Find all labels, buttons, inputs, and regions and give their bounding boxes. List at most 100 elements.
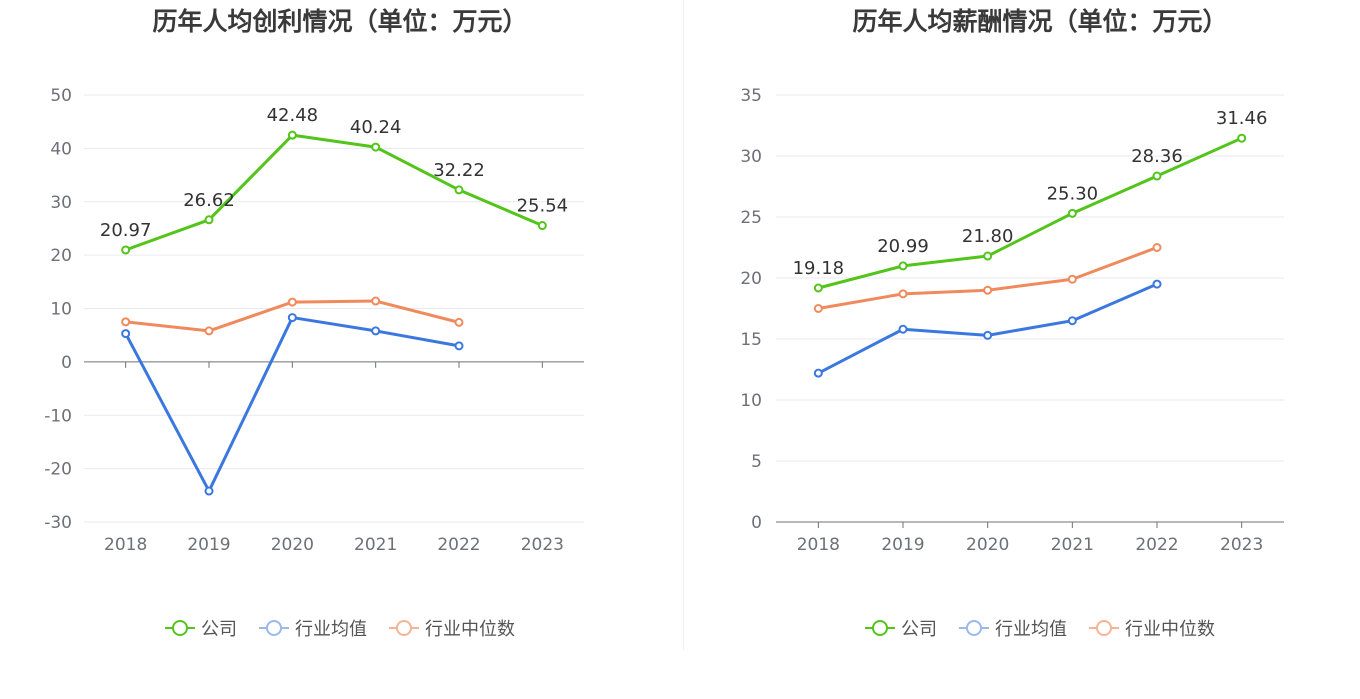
data-point <box>983 251 993 261</box>
data-point <box>204 326 214 336</box>
data-point <box>1067 208 1077 218</box>
data-point <box>1152 171 1162 181</box>
x-tick-label: 2019 <box>881 535 924 555</box>
legend-item-industry-avg[interactable]: 行业均值 <box>259 615 367 641</box>
y-tick-label: -20 <box>44 460 72 480</box>
x-tick-label: 2022 <box>437 535 480 555</box>
y-tick-label: 25 <box>740 208 762 228</box>
data-label: 32.22 <box>433 160 485 181</box>
legend-marker-icon <box>259 620 289 636</box>
y-tick-label: 30 <box>50 193 72 213</box>
legend-marker-icon <box>389 620 419 636</box>
data-point <box>898 289 908 299</box>
data-point <box>371 142 381 152</box>
legend-label: 行业中位数 <box>425 619 515 640</box>
data-label: 28.36 <box>1131 146 1183 167</box>
data-point <box>1152 279 1162 289</box>
data-point <box>1067 316 1077 326</box>
legend-marker-icon <box>959 620 989 636</box>
legend-marker-icon <box>865 620 895 636</box>
legend-marker-icon <box>1089 620 1119 636</box>
legend-label: 行业均值 <box>295 619 367 640</box>
chart-title: 历年人均创利情况（单位：万元） <box>152 7 528 36</box>
data-label: 31.46 <box>1216 108 1268 129</box>
y-tick-label: 35 <box>740 86 762 106</box>
data-point <box>983 330 993 340</box>
data-point <box>813 368 823 378</box>
legend: 公司 行业均值 行业中位数 <box>700 615 1360 641</box>
y-tick-label: 30 <box>740 147 762 167</box>
y-tick-label: 50 <box>50 86 72 106</box>
legend-item-industry-avg[interactable]: 行业均值 <box>959 615 1067 641</box>
data-label: 25.30 <box>1047 183 1099 204</box>
x-tick-label: 2020 <box>966 535 1009 555</box>
x-tick-label: 2021 <box>1051 535 1094 555</box>
series-line <box>124 316 460 493</box>
x-tick-label: 2019 <box>187 535 230 555</box>
series-line <box>125 133 543 252</box>
legend-marker-icon <box>165 620 195 636</box>
x-tick-label: 2020 <box>271 535 314 555</box>
x-tick-label: 2023 <box>1220 535 1263 555</box>
y-tick-label: 5 <box>751 452 762 472</box>
data-point <box>287 297 297 307</box>
panel-divider <box>683 0 684 650</box>
data-point <box>983 285 993 295</box>
x-tick-label: 2018 <box>797 535 840 555</box>
data-point <box>204 215 214 225</box>
data-point <box>1237 133 1247 143</box>
data-point <box>813 283 823 293</box>
legend-item-industry-median[interactable]: 行业中位数 <box>389 615 515 641</box>
y-tick-label: 20 <box>50 246 72 266</box>
x-tick-label: 2018 <box>104 535 147 555</box>
salary-chart-panel: 历年人均薪酬情况（单位：万元） 0 5 10 15 20 25 30 35 2018 2019 20… <box>700 0 1360 699</box>
series-line <box>817 282 1158 375</box>
data-point <box>287 313 297 323</box>
data-label: 40.24 <box>350 117 402 138</box>
data-point <box>121 329 131 339</box>
profit-chart-plot: -30 -20 -10 0 10 20 30 40 50 2018 2019 2020 2021 2022… <box>44 86 584 555</box>
data-label: 21.80 <box>962 226 1014 247</box>
legend-item-company[interactable]: 公司 <box>865 615 937 641</box>
y-tick-label: 0 <box>61 353 72 373</box>
data-point <box>898 261 908 271</box>
y-tick-label: 40 <box>50 139 72 159</box>
data-point <box>813 304 823 313</box>
x-tick-label: 2022 <box>1135 535 1178 555</box>
data-label: 20.97 <box>100 220 152 241</box>
data-label: 20.99 <box>877 236 929 257</box>
data-point <box>121 245 131 255</box>
data-point <box>287 130 297 140</box>
legend: 公司 行业均值 行业中位数 <box>0 615 680 641</box>
data-point <box>371 326 381 336</box>
data-label: 26.62 <box>183 190 235 211</box>
y-tick-label: -30 <box>44 513 72 533</box>
data-point <box>454 341 464 351</box>
salary-chart-plot: 0 5 10 15 20 25 30 35 2018 2019 2020 2021 2022 2023 19… <box>740 86 1284 555</box>
series-line <box>817 136 1243 290</box>
data-point <box>1152 243 1162 252</box>
y-tick-label: 10 <box>740 391 762 411</box>
data-point <box>1067 274 1077 284</box>
data-label: 19.18 <box>793 258 845 279</box>
y-tick-label: 0 <box>751 513 762 533</box>
y-tick-label: 10 <box>50 300 72 320</box>
x-tick-label: 2021 <box>354 535 397 555</box>
data-label: 42.48 <box>267 105 319 126</box>
legend-label: 行业均值 <box>995 619 1067 640</box>
legend-label: 公司 <box>201 619 237 640</box>
y-tick-label: -10 <box>44 406 72 426</box>
data-point <box>371 296 381 306</box>
data-point <box>537 221 547 231</box>
legend-label: 行业中位数 <box>1125 619 1215 640</box>
legend-item-company[interactable]: 公司 <box>165 615 237 641</box>
legend-item-industry-median[interactable]: 行业中位数 <box>1089 615 1215 641</box>
data-point <box>898 324 908 334</box>
data-point <box>454 317 464 327</box>
y-tick-label: 20 <box>740 269 762 289</box>
profit-chart-panel: 历年人均创利情况（单位：万元） -30 -20 -10 0 10 20 30 40 50 2018… <box>0 7 680 641</box>
x-tick-label: 2023 <box>521 535 564 555</box>
data-point <box>121 317 131 327</box>
chart-title: 历年人均薪酬情况（单位：万元） <box>852 7 1228 36</box>
data-point <box>454 185 464 195</box>
